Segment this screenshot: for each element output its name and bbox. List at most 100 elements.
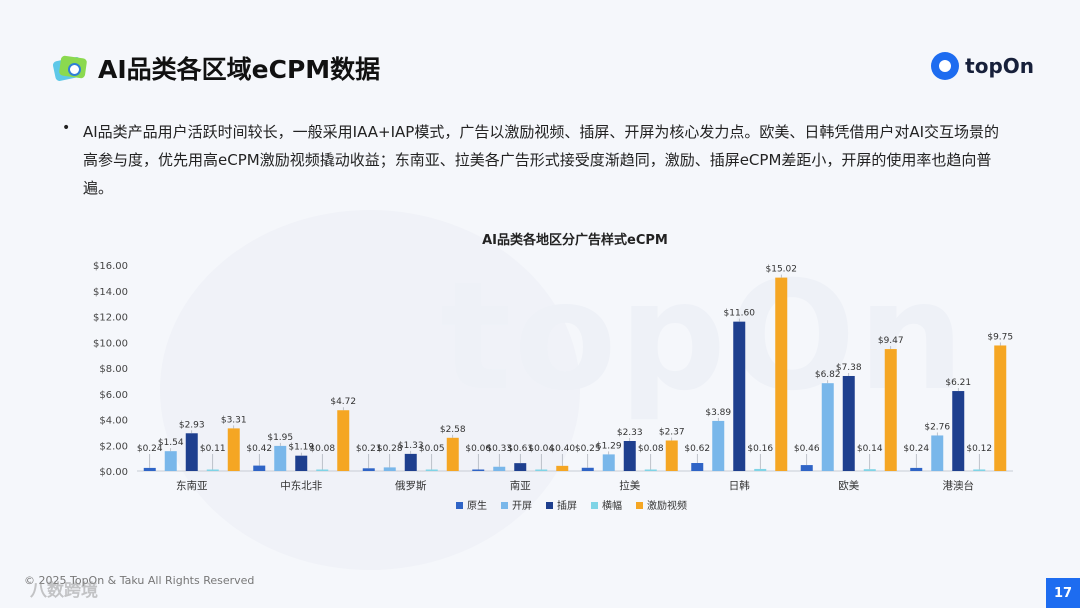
bar: [665, 440, 678, 471]
data-label: $0.61: [507, 444, 533, 454]
bar: [274, 445, 287, 471]
photo-cards-icon: [52, 53, 88, 83]
x-tick-label: 俄罗斯: [395, 479, 427, 492]
data-label: $3.31: [221, 415, 247, 425]
bar: [535, 469, 548, 471]
bar: [227, 428, 240, 471]
legend-swatch: [501, 502, 508, 509]
data-label: $7.38: [836, 363, 862, 373]
bar: [733, 321, 746, 471]
data-label: $1.19: [288, 443, 314, 453]
brand-name: topOn: [965, 54, 1034, 78]
data-label: $0.12: [966, 444, 992, 454]
page-title: AI品类各区域eCPM数据: [98, 55, 381, 84]
data-label: $2.33: [617, 428, 643, 438]
bar: [425, 469, 438, 471]
x-tick-label: 欧美: [838, 479, 859, 492]
watermark-text: 八数跨境: [30, 581, 98, 601]
data-label: $0.06: [465, 444, 491, 454]
bar: [973, 469, 986, 471]
data-label: $15.02: [766, 265, 798, 275]
data-label: $6.82: [815, 370, 841, 380]
bar: [164, 451, 177, 471]
data-label: $1.54: [158, 438, 184, 448]
legend-swatch: [591, 502, 598, 509]
bar: [295, 455, 308, 471]
legend-swatch: [546, 502, 553, 509]
bar: [581, 467, 594, 471]
bar: [800, 465, 813, 471]
bar: [337, 410, 350, 471]
data-label: $0.42: [246, 444, 272, 454]
bar: [623, 441, 636, 471]
bar: [884, 349, 897, 471]
legend-label: 激励视频: [647, 499, 687, 512]
data-label: $0.05: [419, 444, 445, 454]
data-label: $9.47: [878, 336, 904, 346]
chart-title: AI品类各地区分广告样式eCPM: [482, 232, 668, 248]
bar: [754, 468, 767, 471]
data-label: $0.11: [200, 444, 226, 454]
y-tick-label: $10.00: [93, 338, 128, 349]
data-label: $0.33: [486, 444, 512, 454]
y-tick-label: $6.00: [99, 390, 128, 401]
data-label: $0.24: [137, 444, 163, 454]
data-label: $0.40: [549, 444, 575, 454]
bar: [206, 469, 219, 471]
y-tick-label: $4.00: [99, 416, 128, 427]
bar: [712, 420, 725, 471]
data-label: $2.93: [179, 420, 205, 430]
y-tick-label: $14.00: [93, 287, 128, 298]
data-label: $0.28: [377, 444, 403, 454]
topon-logo-icon: [931, 52, 960, 80]
data-label: $0.62: [684, 444, 710, 454]
legend-swatch: [456, 502, 463, 509]
data-label: $2.76: [924, 422, 950, 432]
legend-label: 插屏: [557, 499, 577, 512]
x-tick-label: 港澳台: [943, 479, 975, 492]
data-label: $0.24: [903, 444, 929, 454]
y-tick-label: $8.00: [99, 364, 128, 375]
data-label: $4.72: [330, 397, 356, 407]
data-label: $1.29: [596, 441, 622, 451]
data-label: $0.46: [794, 444, 820, 454]
bar: [910, 467, 923, 471]
data-label: $11.60: [724, 309, 756, 319]
bar: [602, 454, 615, 471]
data-label: $0.21: [356, 444, 382, 454]
watermark-brand: topOn: [440, 250, 967, 424]
legend-label: 横幅: [602, 499, 622, 512]
x-tick-label: 中东北非: [280, 479, 322, 492]
bar: [143, 467, 156, 471]
data-label: $2.58: [440, 425, 466, 435]
bar: [316, 469, 329, 471]
x-tick-label: 拉美: [619, 479, 640, 492]
y-tick-label: $12.00: [93, 313, 128, 324]
y-tick-label: $16.00: [93, 261, 128, 272]
bullet-point: •: [62, 120, 71, 136]
data-label: $2.37: [659, 427, 685, 437]
bar: [472, 469, 485, 471]
data-label: $0.14: [857, 444, 883, 454]
legend-swatch: [636, 502, 643, 509]
data-label: $0.16: [747, 444, 773, 454]
legend-label: 开屏: [512, 500, 532, 512]
bar: [931, 435, 944, 471]
data-label: $9.75: [987, 332, 1013, 342]
data-label: $6.21: [945, 378, 971, 388]
x-tick-label: 东南亚: [176, 479, 208, 492]
bar: [863, 469, 876, 471]
data-label: $1.95: [267, 433, 293, 443]
data-label: $0.25: [575, 444, 601, 454]
bar: [253, 465, 266, 471]
data-label: $0.08: [309, 444, 335, 454]
bar: [644, 469, 657, 471]
bar: [691, 463, 704, 471]
data-label: $0.04: [528, 444, 554, 454]
bar: [994, 345, 1007, 471]
page-header: AI品类各区域eCPM数据: [52, 50, 380, 86]
y-tick-label: $2.00: [99, 441, 128, 452]
x-tick-label: 南亚: [510, 479, 531, 492]
legend-label: 原生: [467, 499, 487, 512]
bar: [493, 466, 506, 471]
